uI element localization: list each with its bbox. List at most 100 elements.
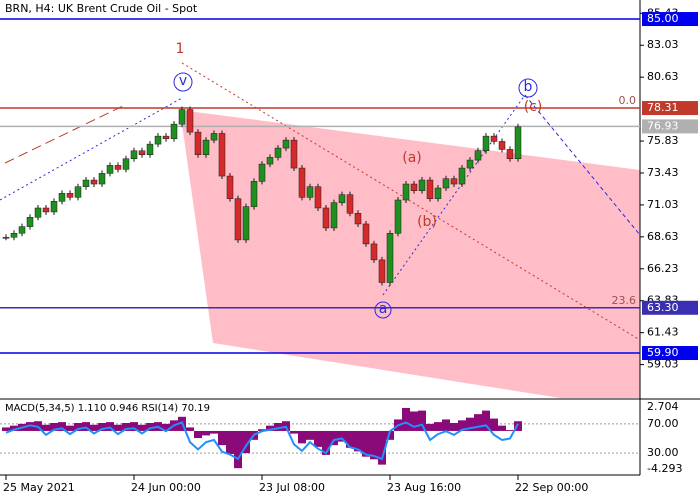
candle xyxy=(26,217,34,227)
histogram-bar xyxy=(10,425,18,431)
y-tick-label: 70.00 xyxy=(647,417,679,430)
price-tag-label: 59.90 xyxy=(647,346,679,359)
candle xyxy=(354,213,362,225)
candle xyxy=(114,165,122,170)
histogram-bar xyxy=(354,430,362,452)
candle xyxy=(458,167,466,185)
price-tag xyxy=(642,346,698,361)
annotation: v xyxy=(179,73,187,89)
candle xyxy=(498,141,506,150)
histogram-bar xyxy=(146,422,154,431)
channel xyxy=(180,110,640,398)
candle xyxy=(514,126,522,159)
x-tick-label: 22 Sep 00:00 xyxy=(515,481,588,494)
histogram-bar xyxy=(210,430,218,434)
histogram-bar xyxy=(514,421,522,431)
histogram-bar xyxy=(402,407,410,431)
candle xyxy=(282,139,290,149)
histogram-bar xyxy=(498,425,506,431)
histogram-bar xyxy=(226,430,234,455)
candle xyxy=(274,147,282,158)
histogram-bar xyxy=(66,425,74,431)
histogram-bar xyxy=(218,430,226,446)
price-tag-label: 78.31 xyxy=(647,101,679,114)
y-tick-label: 83.03 xyxy=(647,38,679,51)
y-tick-label: 30.00 xyxy=(647,446,679,459)
candle xyxy=(482,135,490,152)
candle xyxy=(242,206,250,241)
annotation: (b) xyxy=(417,214,437,230)
candle xyxy=(194,131,202,156)
histogram-bar xyxy=(346,430,354,448)
histogram-bar xyxy=(370,430,378,460)
candle xyxy=(66,193,74,198)
wave-line xyxy=(524,94,641,236)
candle xyxy=(386,233,394,283)
histogram-bar xyxy=(474,414,482,431)
histogram-bar xyxy=(162,423,170,431)
histogram-bar xyxy=(130,422,138,431)
candle xyxy=(322,207,330,229)
candle xyxy=(130,150,138,159)
candle xyxy=(170,123,178,140)
y-tick-label: -4.293 xyxy=(647,462,682,475)
rsi-line xyxy=(5,421,519,461)
candle xyxy=(234,198,242,241)
candle xyxy=(210,133,218,141)
candle xyxy=(42,207,50,213)
trend-line xyxy=(4,104,126,164)
wave-circle xyxy=(374,301,392,319)
histogram-bar xyxy=(442,419,450,431)
annotation: (c) xyxy=(524,99,543,115)
candle xyxy=(90,179,98,185)
candle xyxy=(346,194,354,214)
candle xyxy=(178,109,186,125)
histogram-bar xyxy=(306,430,314,440)
candle xyxy=(82,179,90,187)
candle xyxy=(218,133,226,177)
price-tag-label: 63.30 xyxy=(647,301,679,314)
histogram-bar xyxy=(426,423,434,431)
histogram-bar xyxy=(242,430,250,454)
candle xyxy=(314,186,322,209)
candle xyxy=(450,178,458,185)
histogram-bar xyxy=(234,430,242,469)
candle xyxy=(394,199,402,234)
y-tick-label: 71.03 xyxy=(647,198,679,211)
wave-line xyxy=(181,62,641,341)
price-tag xyxy=(642,101,698,116)
histogram-bar xyxy=(506,430,514,431)
candle xyxy=(202,139,210,156)
annotation: b xyxy=(524,79,533,95)
histogram-bar xyxy=(466,417,474,431)
candle xyxy=(106,165,114,174)
candle xyxy=(122,158,130,170)
histogram-bar xyxy=(266,425,274,431)
y-tick-label: 75.83 xyxy=(647,134,679,147)
candle xyxy=(410,183,418,191)
price-tag-label: 85.00 xyxy=(647,12,679,25)
y-tick-label: 2.704 xyxy=(647,400,679,413)
x-tick-label: 23 Aug 16:00 xyxy=(387,481,461,494)
histogram-bar xyxy=(274,422,282,431)
fib-label: 0.0 xyxy=(619,94,637,107)
candle xyxy=(50,201,58,213)
x-tick-label: 25 May 2021 xyxy=(3,481,75,494)
price-tag xyxy=(642,12,698,27)
candle xyxy=(146,143,154,156)
candle xyxy=(434,187,442,199)
candle xyxy=(330,202,338,229)
annotation: a xyxy=(379,301,388,317)
histogram-bar xyxy=(194,430,202,439)
y-tick-label: 73.43 xyxy=(647,166,679,179)
candle xyxy=(2,237,10,239)
histogram-bar xyxy=(330,430,338,446)
x-tick-label: 24 Jun 00:00 xyxy=(131,481,201,494)
candle xyxy=(162,135,170,140)
fib-label: 23.6 xyxy=(612,294,637,307)
candle xyxy=(154,135,162,145)
y-tick-label: 66.23 xyxy=(647,262,679,275)
candle xyxy=(506,149,514,159)
candle xyxy=(226,175,234,199)
histogram-bar xyxy=(74,422,82,431)
